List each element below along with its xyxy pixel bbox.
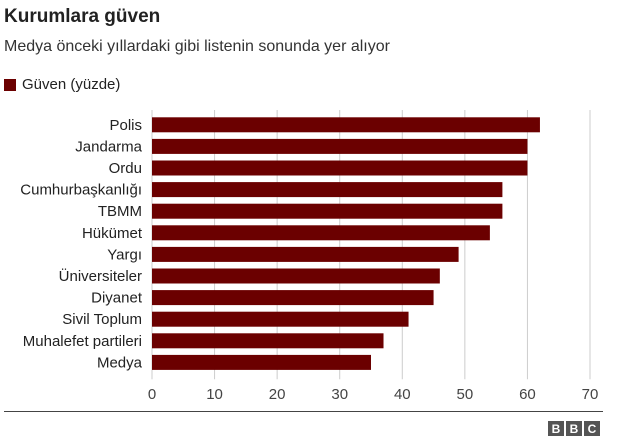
bbc-logo-letter: B xyxy=(548,421,564,436)
bar xyxy=(152,290,434,306)
x-tick-label: 0 xyxy=(148,386,156,403)
bar xyxy=(152,182,503,198)
legend-label: Güven (yüzde) xyxy=(22,76,121,93)
category-label: Hükümet xyxy=(82,225,143,242)
x-tick-label: 70 xyxy=(582,386,599,403)
category-label: TBMM xyxy=(98,203,142,220)
x-tick-label: 20 xyxy=(269,386,286,403)
category-label: Diyanet xyxy=(91,290,143,307)
footer-divider xyxy=(4,411,603,412)
bar xyxy=(152,333,384,349)
category-label: Yargı xyxy=(107,246,142,263)
x-tick-label: 40 xyxy=(394,386,411,403)
bar xyxy=(152,117,540,133)
bar xyxy=(152,225,490,241)
x-tick-label: 60 xyxy=(519,386,536,403)
chart-title: Kurumlara güven xyxy=(4,6,161,27)
category-label: Cumhurbaşkanlığı xyxy=(20,182,142,199)
category-label: Muhalefet partileri xyxy=(23,333,142,350)
category-label: Polis xyxy=(109,117,142,134)
bbc-logo: B B C xyxy=(548,421,600,436)
category-label: Sivil Toplum xyxy=(62,311,142,328)
x-tick-label: 50 xyxy=(457,386,474,403)
bbc-logo-letter: C xyxy=(584,421,600,436)
category-label: Ordu xyxy=(109,160,142,177)
bar xyxy=(152,354,371,370)
x-tick-label: 10 xyxy=(206,386,223,403)
bar xyxy=(152,160,528,176)
bar xyxy=(152,138,528,154)
bar xyxy=(152,311,409,327)
category-label: Medya xyxy=(97,354,143,371)
bbc-logo-letter: B xyxy=(566,421,582,436)
bar xyxy=(152,268,440,284)
x-tick-label: 30 xyxy=(331,386,348,403)
bar xyxy=(152,203,503,219)
legend-swatch xyxy=(4,78,16,91)
category-label: Üniversiteler xyxy=(59,267,142,285)
chart-subtitle: Medya önceki yıllardaki gibi listenin so… xyxy=(4,38,390,55)
legend: Güven (yüzde) xyxy=(4,76,120,93)
bar xyxy=(152,246,459,262)
category-label: Jandarma xyxy=(75,138,142,155)
